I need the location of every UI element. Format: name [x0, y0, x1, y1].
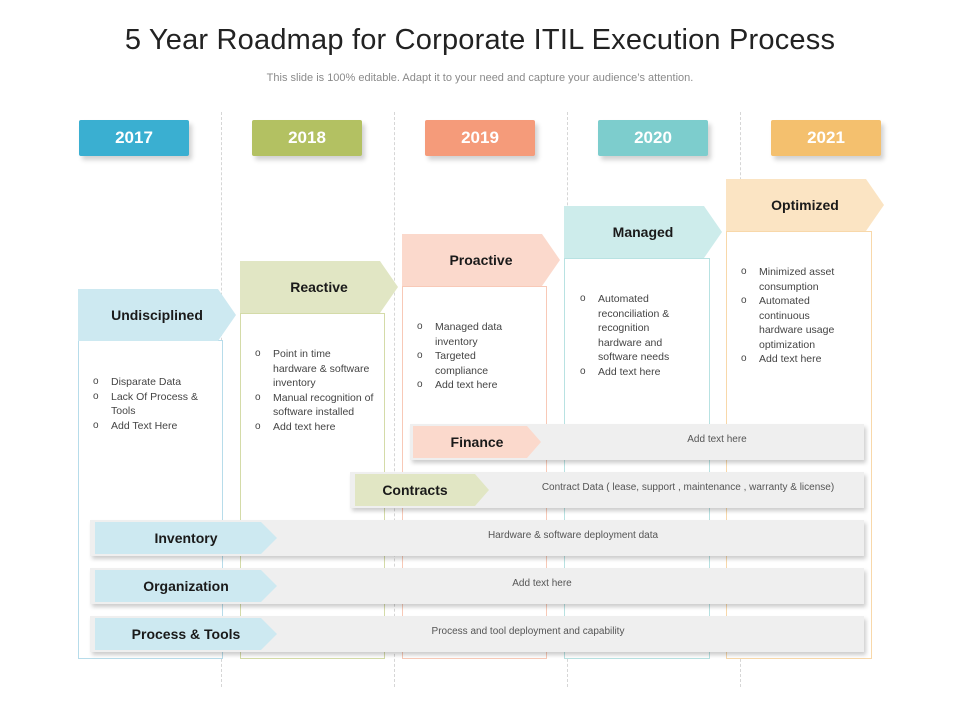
band-text: Process and tool deployment and capabili… [431, 626, 625, 637]
band-tag-contracts: Contracts [355, 474, 489, 506]
band-label: Finance [450, 434, 504, 450]
band-tag-inventory: Inventory [95, 522, 277, 554]
list-item: Add text here [580, 365, 692, 380]
year-header-2020: 2020 [598, 120, 708, 156]
list-item: Add text here [255, 420, 375, 435]
list-item: Targeted compliance [417, 349, 527, 378]
list-item: Point in time hardware & software invent… [255, 347, 375, 391]
band-label: Organization [143, 578, 229, 594]
stage-items-managed: Automated reconciliation & recognition h… [580, 292, 692, 379]
stage-arrow-reactive: Reactive [240, 261, 398, 313]
list-item: Disparate Data [93, 375, 213, 390]
list-item: Automated continuous hardware usage opti… [741, 294, 853, 352]
band-label: Contracts [382, 482, 448, 498]
column-divider [394, 112, 395, 687]
list-item: Managed data inventory [417, 320, 527, 349]
stage-arrow-undisciplined: Undisciplined [78, 289, 236, 341]
band-tag-organization: Organization [95, 570, 277, 602]
band-text: Add text here [512, 578, 572, 589]
band-tag-finance: Finance [413, 426, 541, 458]
stage-items-reactive: Point in time hardware & software invent… [255, 347, 375, 434]
stage-label: Optimized [771, 197, 839, 213]
year-header-2019: 2019 [425, 120, 535, 156]
band-text: Add text here [687, 434, 747, 445]
list-item: Add text here [741, 352, 853, 367]
band-label: Process & Tools [131, 626, 241, 642]
list-item: Add Text Here [93, 419, 213, 434]
stage-label: Undisciplined [111, 307, 203, 323]
band-text: Contract Data ( lease, support , mainten… [541, 482, 835, 493]
band-tag-process-tools: Process & Tools [95, 618, 277, 650]
slide-subtitle: This slide is 100% editable. Adapt it to… [266, 72, 694, 84]
stage-items-proactive: Managed data inventory Targeted complian… [417, 320, 527, 393]
stage-arrow-managed: Managed [564, 206, 722, 258]
year-header-2021: 2021 [771, 120, 881, 156]
stage-label: Managed [612, 224, 674, 240]
list-item: Automated reconciliation & recognition h… [580, 292, 692, 365]
stage-label: Reactive [290, 279, 348, 295]
list-item: Add text here [417, 378, 527, 393]
band-text: Hardware & software deployment data [487, 530, 659, 541]
band-label: Inventory [154, 530, 218, 546]
stage-arrow-optimized: Optimized [726, 179, 884, 231]
list-item: Lack Of Process & Tools [93, 390, 213, 419]
stage-arrow-proactive: Proactive [402, 234, 560, 286]
slide-title: 5 Year Roadmap for Corporate ITIL Execut… [124, 24, 836, 56]
stage-label: Proactive [449, 252, 513, 268]
stage-items-optimized: Minimized asset consumption Automated co… [741, 265, 853, 367]
year-header-2017: 2017 [79, 120, 189, 156]
year-header-2018: 2018 [252, 120, 362, 156]
list-item: Manual recognition of software installed [255, 391, 375, 420]
stage-items-undisciplined: Disparate Data Lack Of Process & Tools A… [93, 375, 213, 433]
list-item: Minimized asset consumption [741, 265, 853, 294]
